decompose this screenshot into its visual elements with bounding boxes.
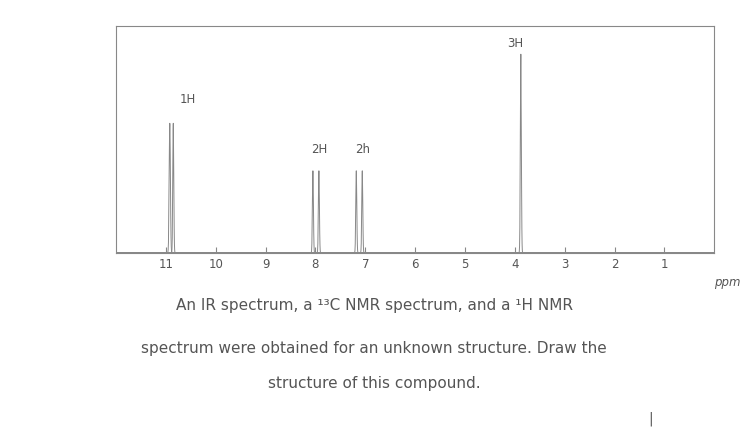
Text: structure of this compound.: structure of this compound. bbox=[268, 376, 480, 391]
Text: spectrum were obtained for an unknown structure. Draw the: spectrum were obtained for an unknown st… bbox=[141, 341, 607, 356]
Text: |: | bbox=[649, 411, 653, 426]
Text: 1H: 1H bbox=[180, 93, 196, 106]
Text: 2h: 2h bbox=[355, 143, 370, 156]
Text: 2H: 2H bbox=[311, 143, 328, 156]
Text: An IR spectrum, a ¹³C NMR spectrum, and a ¹H NMR: An IR spectrum, a ¹³C NMR spectrum, and … bbox=[176, 298, 572, 313]
Text: ppm: ppm bbox=[714, 276, 741, 289]
Text: 3H: 3H bbox=[507, 37, 524, 50]
